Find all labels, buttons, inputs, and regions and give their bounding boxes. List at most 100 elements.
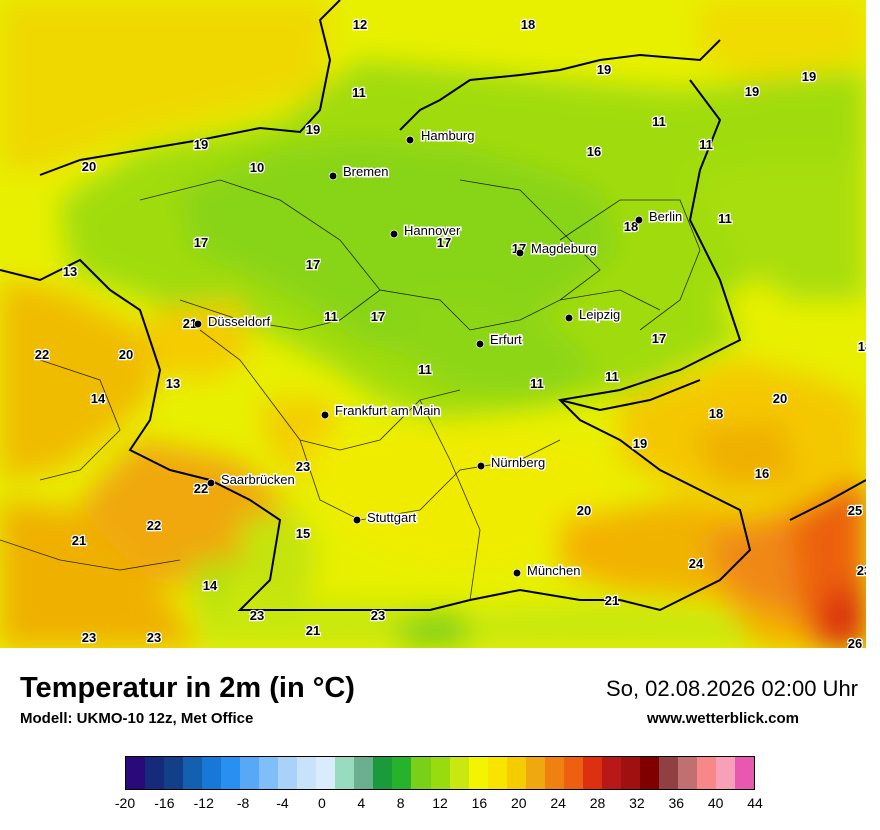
temp-label: 11 (605, 369, 619, 384)
scale-tick-label: 4 (357, 795, 366, 811)
temp-label: 23 (147, 630, 161, 645)
scale-swatch (658, 757, 678, 789)
temp-label: 14 (203, 578, 218, 593)
temp-label: 23 (857, 563, 866, 578)
temp-label: 18 (709, 406, 723, 421)
temp-label: 11 (418, 362, 432, 377)
city-label-erfurt: Erfurt (490, 332, 522, 347)
temp-label: 23 (371, 608, 385, 623)
temp-label: 13 (63, 264, 77, 279)
city-label-frankfurt: Frankfurt am Main (335, 403, 440, 418)
scale-tick-label: 40 (707, 795, 724, 811)
scale-swatch (297, 757, 317, 789)
scale-tick-label: -20 (114, 795, 136, 811)
scale-swatch (582, 757, 602, 789)
forecast-datetime: So, 02.08.2026 02:00 Uhr (606, 676, 858, 701)
temp-label: 25 (848, 503, 862, 518)
legend-footer: Temperatur in 2m (in °C) Modell: UKMO-10… (0, 648, 880, 830)
scale-swatch (183, 757, 203, 789)
city-labels: Hamburg Bremen Berlin Hannover Magdeburg… (193, 127, 684, 580)
temp-label: 17 (652, 331, 666, 346)
temp-label: 15 (296, 526, 310, 541)
city-marker (475, 339, 485, 349)
scale-tick-label: 8 (396, 795, 405, 811)
scale-tick-label: 24 (550, 795, 566, 811)
scale-swatch (373, 757, 393, 789)
temp-label: 11 (718, 211, 732, 226)
temp-label: 17 (437, 235, 451, 250)
temp-label: 21 (183, 316, 197, 331)
temperature-labels: 12 18 19 19 19 11 11 11 16 19 20 10 19 1… (34, 16, 866, 648)
temp-label: 20 (773, 391, 787, 406)
temp-label: 17 (371, 309, 385, 324)
right-edge-strip (866, 0, 880, 648)
temp-label: 19 (306, 122, 320, 137)
country-borders (0, 0, 866, 612)
temp-label: 11 (652, 114, 666, 129)
temp-label: 19 (802, 69, 816, 84)
temp-label: 22 (194, 481, 208, 496)
city-marker (476, 461, 486, 471)
temp-label: 20 (82, 159, 96, 174)
city-marker (206, 478, 216, 488)
scale-swatch (544, 757, 564, 789)
temp-label: 10 (250, 160, 264, 175)
temp-label: 11 (530, 376, 544, 391)
city-label-hannover: Hannover (404, 223, 461, 238)
scale-tick-label: 32 (629, 795, 645, 811)
scale-swatch (696, 757, 716, 789)
temp-label: 11 (699, 137, 713, 152)
scale-swatch (677, 757, 697, 789)
scale-tick-label: -16 (154, 795, 175, 811)
scale-tick-label: 16 (471, 795, 488, 811)
scale-swatch (145, 757, 165, 789)
scale-tick-label: 28 (589, 795, 606, 811)
city-label-duesseldorf: Düsseldorf (208, 314, 271, 329)
scale-tick-label: 0 (317, 795, 326, 811)
city-marker (328, 171, 338, 181)
temp-label: 11 (324, 309, 338, 324)
scale-tick-label: -12 (193, 795, 214, 811)
temp-label: 11 (352, 85, 366, 100)
temp-label: 20 (119, 347, 133, 362)
temp-label: 21 (605, 593, 619, 608)
scale-swatch (221, 757, 241, 789)
city-marker (320, 410, 330, 420)
state-borders (0, 179, 701, 601)
city-label-nuernberg: Nürnberg (491, 455, 545, 470)
scale-swatch (259, 757, 279, 789)
city-label-berlin: Berlin (649, 209, 682, 224)
scale-swatch (126, 757, 146, 789)
city-marker (193, 319, 203, 329)
scale-swatch (354, 757, 374, 789)
city-label-saarbruecken: Saarbrücken (221, 472, 295, 487)
scale-swatch (240, 757, 260, 789)
temp-label: 16 (755, 466, 769, 481)
scale-swatch (449, 757, 469, 789)
temperature-shading (0, 0, 866, 648)
map-title: Temperatur in 2m (in °C) (20, 672, 355, 704)
temp-label: 19 (633, 436, 647, 451)
temp-label: 24 (689, 556, 704, 571)
scale-swatch (202, 757, 222, 789)
city-marker (515, 248, 525, 258)
scale-swatch (411, 757, 431, 789)
temp-label: 13 (166, 376, 180, 391)
temperature-map: 12 18 19 19 19 11 11 11 16 19 20 10 19 1… (0, 0, 866, 648)
scale-swatch (601, 757, 621, 789)
temp-label: 22 (35, 347, 49, 362)
scale-tick-label: 44 (747, 795, 763, 811)
temp-label: 19 (194, 137, 208, 152)
website-link[interactable]: www.wetterblick.com (647, 710, 799, 727)
city-marker (389, 229, 399, 239)
scale-swatch (278, 757, 298, 789)
city-marker (352, 515, 362, 525)
temp-label: 18 (624, 219, 638, 234)
scale-swatch (392, 757, 412, 789)
scale-swatch (430, 757, 450, 789)
city-label-leipzig: Leipzig (579, 307, 620, 322)
temp-label: 20 (577, 503, 591, 518)
temp-label: 12 (353, 17, 367, 32)
city-label-magdeburg: Magdeburg (531, 241, 597, 256)
scale-tick-label: -4 (276, 795, 289, 811)
